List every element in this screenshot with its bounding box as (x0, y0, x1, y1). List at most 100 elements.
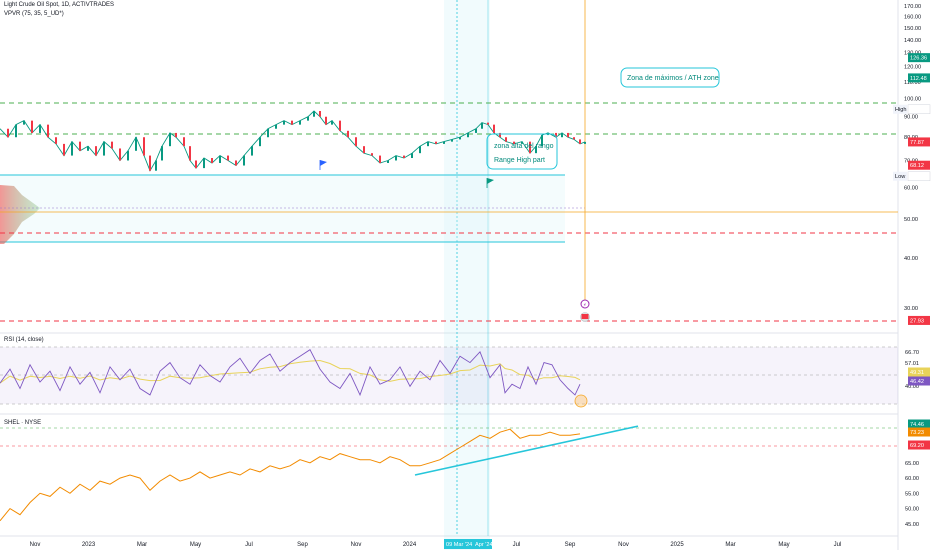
price-level-badge (907, 171, 931, 181)
shel-level-badge (908, 427, 930, 437)
candle (331, 120, 333, 125)
candle (299, 120, 301, 125)
ath-zone-box[interactable] (620, 67, 720, 88)
rsi-level-badge-label: 49.31 (910, 370, 924, 376)
candle (505, 137, 507, 142)
candle (243, 155, 245, 166)
candle (411, 153, 413, 159)
level-tag-label: Low (895, 174, 906, 180)
candle (291, 120, 293, 125)
candle (203, 158, 205, 169)
candle (39, 124, 41, 133)
time-axis[interactable]: Nov 2023 Mar May Jul Sep Nov 2024 May Jul Sep Nov 20… (30, 542, 842, 548)
price-tick-label: 170.00 (904, 4, 921, 10)
price-tick-label: 140.00 (904, 38, 921, 44)
flag-green-icon[interactable] (486, 178, 494, 188)
candle (451, 139, 453, 142)
shel-level-badge-label: 69.20 (910, 443, 924, 449)
candle (419, 146, 421, 154)
bolt-glyph-icon: ⚡ (583, 303, 587, 309)
shel-legend[interactable]: SHEL · NYSE (4, 420, 42, 426)
candle (567, 132, 569, 138)
rsi-line[interactable] (0, 349, 581, 397)
time-tick-label: Sep (565, 542, 576, 548)
candle (259, 137, 261, 147)
candle (127, 150, 129, 161)
candle (307, 116, 309, 121)
time-tick-label: Nov (351, 542, 362, 548)
symbol-title[interactable]: Light Crude Oil Spot, 1D, ACTIVTRADES (4, 2, 115, 8)
candle (183, 137, 185, 147)
shel-tick-label: 45.00 (905, 522, 919, 528)
price-tick-label: 90.00 (904, 115, 918, 121)
time-tick-label: 2025 (670, 542, 684, 548)
shel-level-badge-label: 74.46 (910, 422, 924, 428)
event-bolt-icon[interactable] (580, 299, 590, 309)
time-tick-label: 2024 (403, 542, 417, 548)
shel-tick-label: 65.00 (905, 461, 919, 467)
shel-level-badge-label: 73.23 (910, 430, 924, 436)
time-tick-label: Jul (513, 542, 521, 548)
price-tick-label: 60.00 (904, 185, 918, 191)
flag-blue-icon[interactable] (319, 160, 327, 170)
candle (63, 143, 65, 156)
time-tick-label: May (778, 542, 789, 548)
candle (235, 160, 237, 166)
price-tick-label: 40.00 (904, 256, 918, 262)
candle (7, 128, 9, 138)
candle (135, 137, 137, 151)
candle (541, 135, 543, 147)
price-level-badge (908, 160, 930, 170)
rsi-tick-label: 40.00 (905, 384, 919, 390)
rsi-ma-line[interactable] (0, 359, 581, 384)
time-badge-start-label: 09 Mar '24 (446, 542, 472, 548)
candle (325, 116, 327, 125)
candle (283, 120, 285, 125)
candle (459, 137, 461, 140)
candle (475, 128, 477, 133)
candle (467, 132, 469, 138)
candle (561, 132, 563, 138)
time-tick-label: Jul (834, 542, 842, 548)
time-tick-label: 2023 (82, 542, 96, 548)
candle (535, 146, 537, 154)
price-tick-label: 110.00 (904, 80, 921, 86)
shel-tick-label: 60.00 (905, 476, 919, 482)
candle (267, 128, 269, 138)
candle (95, 146, 97, 156)
candle (161, 146, 163, 161)
time-badge-end-label: Apr '24 (475, 542, 493, 548)
price-level-badge-label: 63.94 (910, 174, 924, 180)
time-highlight-badges: 09 Mar '24 Apr '24 (444, 539, 493, 549)
candle (169, 132, 171, 147)
candle (481, 122, 483, 129)
candle (371, 153, 373, 156)
range-high-label-es: zona alta del rango (494, 143, 554, 150)
range-high-box[interactable] (486, 133, 558, 170)
price-tick-label: 100.00 (904, 96, 921, 102)
time-tick-label: Mar (137, 542, 147, 548)
candle (387, 160, 389, 163)
rsi-legend[interactable]: RSI (14, close) (4, 337, 44, 343)
candle (47, 124, 49, 138)
candle (313, 111, 315, 117)
shel-price-line[interactable] (0, 428, 581, 522)
price-level-badge (908, 53, 930, 63)
candle (435, 141, 437, 144)
price-tick-label: 30.00 (904, 306, 918, 312)
candle (513, 141, 515, 144)
candle (275, 124, 277, 129)
candle (347, 130, 349, 138)
candle (579, 139, 581, 144)
candle (79, 141, 81, 151)
indicator-legend[interactable]: VPVR (75, 35, 5_UD*) (4, 11, 64, 17)
candle (111, 141, 113, 149)
rsi-level-badge-label: 46.42 (910, 379, 924, 385)
candle (103, 141, 105, 156)
candle (379, 155, 381, 163)
time-tick-label: Nov (618, 542, 629, 548)
shel-trend-line[interactable] (414, 425, 639, 476)
candle (227, 155, 229, 161)
range-channel-fill (0, 175, 565, 242)
